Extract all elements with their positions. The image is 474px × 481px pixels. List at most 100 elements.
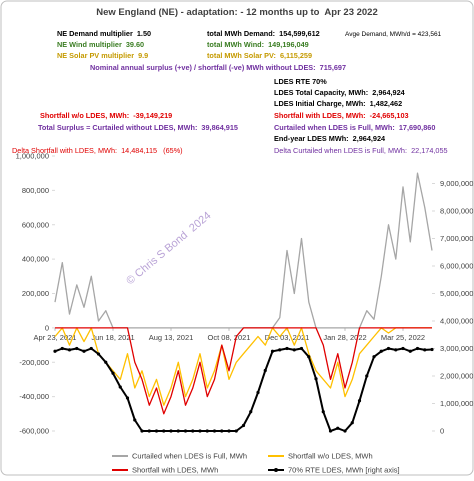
annotation: total MWh Wind: 149,196,049 <box>207 40 309 49</box>
y2-tick-label: 4,000,000 <box>440 317 473 326</box>
y2-tick-label: 7,000,000 <box>440 234 473 243</box>
series-marker <box>154 429 159 433</box>
series-marker <box>299 346 304 351</box>
y-tick-label: -600,000 <box>19 427 49 436</box>
annotation: Delta Shortfall with LDES, MWh: 14,484,1… <box>12 146 183 155</box>
series-marker <box>401 346 405 351</box>
series-marker <box>89 346 93 351</box>
y-tick-label: 400,000 <box>22 255 49 264</box>
series-marker <box>212 429 217 433</box>
series-marker <box>183 429 188 433</box>
series-marker <box>357 399 362 403</box>
series-marker <box>256 390 260 395</box>
series-marker <box>270 349 275 353</box>
series-marker <box>191 429 195 433</box>
x-tick-label: Jan 28, 2022 <box>323 333 366 342</box>
x-tick-label: Dec 03, 2021 <box>265 333 310 342</box>
annotation: NE Wind multiplier 39.60 <box>57 40 144 49</box>
annotation: Shortfall with LDES, MWh: -24,665,103 <box>274 111 409 120</box>
series-line <box>55 327 432 415</box>
series-marker <box>241 423 246 428</box>
y2-tick-label: 5,000,000 <box>440 289 473 298</box>
annotation: NE Demand multiplier 1.50 <box>57 29 151 38</box>
legend-label: Curtailed when LDES is Full, MWh <box>132 452 247 461</box>
series-marker <box>285 346 289 351</box>
series-marker <box>96 352 101 356</box>
series-marker <box>372 355 376 359</box>
series-marker <box>365 374 369 378</box>
series-marker <box>307 355 311 359</box>
series-marker <box>176 429 180 433</box>
series-marker <box>67 348 72 352</box>
series-marker <box>278 348 282 352</box>
series-marker <box>394 348 398 352</box>
annotation: NE Solar PV multiplier 9.9 <box>57 51 148 60</box>
annotation: total MWh Solar PV: 6,115,259 <box>207 51 312 60</box>
series-marker <box>205 429 209 433</box>
series-marker <box>336 426 340 430</box>
series-marker <box>415 346 420 351</box>
series-marker <box>75 346 79 351</box>
series-marker <box>234 429 238 433</box>
annotation: total MWh Demand: 154,599,612 <box>207 29 320 38</box>
x-tick-label: Oct 08, 2021 <box>208 333 251 342</box>
x-tick-label: Apr 23, 2021 <box>34 333 77 342</box>
annotation: Nominal annual surplus (+ve) / shortfall… <box>90 63 346 72</box>
y2-tick-label: 8,000,000 <box>440 207 473 216</box>
series-marker <box>314 377 318 381</box>
annotation: Curtailed when LDES is Full, MWh: 17,690… <box>274 123 435 132</box>
series-marker <box>104 360 108 364</box>
annotation: LDES Initial Charge, MWh: 1,482,462 <box>274 99 402 108</box>
series-marker <box>350 421 354 425</box>
series-marker <box>162 429 166 433</box>
series-marker <box>379 349 383 353</box>
series-marker <box>169 429 173 433</box>
series-marker <box>430 347 434 352</box>
series-marker <box>328 429 333 433</box>
series-marker <box>408 349 412 353</box>
series-marker <box>82 349 86 353</box>
x-tick-label: Aug 13, 2021 <box>149 333 194 342</box>
annotation: Delta Curtailed when LDES is Full, MWh: … <box>274 146 448 155</box>
annotation: Shortfall w/o LDES, MWh: -39,149,219 <box>40 111 172 120</box>
y2-tick-label: 9,000,000 <box>440 179 473 188</box>
chart-title: New England (NE) - adaptation: - 12 mont… <box>96 7 378 18</box>
series-marker <box>343 429 347 433</box>
series-marker <box>118 385 122 389</box>
series-marker <box>125 396 130 400</box>
y2-tick-label: 6,000,000 <box>440 262 473 271</box>
y-tick-label: 200,000 <box>22 289 49 298</box>
annotation: End-year LDES MWh: 2,964,924 <box>274 134 386 143</box>
legend-label: Shortfall with LDES, MWh <box>132 466 218 475</box>
series-marker <box>147 429 151 433</box>
legend-label: 70% RTE LDES, MWh [right axis] <box>288 466 400 475</box>
series-marker <box>60 346 64 351</box>
series-marker <box>227 429 231 433</box>
series-marker <box>249 410 253 414</box>
y-tick-label: -400,000 <box>19 392 49 401</box>
x-tick-label: Jun 18, 2021 <box>91 333 134 342</box>
series-marker <box>198 429 202 433</box>
series-marker <box>220 429 224 433</box>
series-line <box>54 327 432 406</box>
series-marker <box>53 349 57 353</box>
legend-marker <box>274 468 278 472</box>
y-tick-label: 0 <box>45 323 49 332</box>
series-marker <box>292 348 296 352</box>
legend-label: Shortfall w/o LDES, MWh <box>288 452 373 461</box>
annotation: LDES Total Capacity, MWh: 2,964,924 <box>274 88 406 97</box>
y2-tick-label: 1,000,000 <box>440 399 473 408</box>
series-marker <box>263 368 267 373</box>
series-marker <box>140 429 144 433</box>
y-tick-label: 1,000,000 <box>16 152 49 161</box>
series-marker <box>423 348 427 352</box>
y-tick-label: -200,000 <box>19 358 49 367</box>
series-marker <box>386 346 391 351</box>
series-marker <box>321 410 325 414</box>
annotation: LDES RTE 70% <box>274 77 327 86</box>
y2-tick-label: 3,000,000 <box>440 344 473 353</box>
y2-tick-label: 0 <box>440 427 444 436</box>
y-tick-label: 600,000 <box>22 220 49 229</box>
